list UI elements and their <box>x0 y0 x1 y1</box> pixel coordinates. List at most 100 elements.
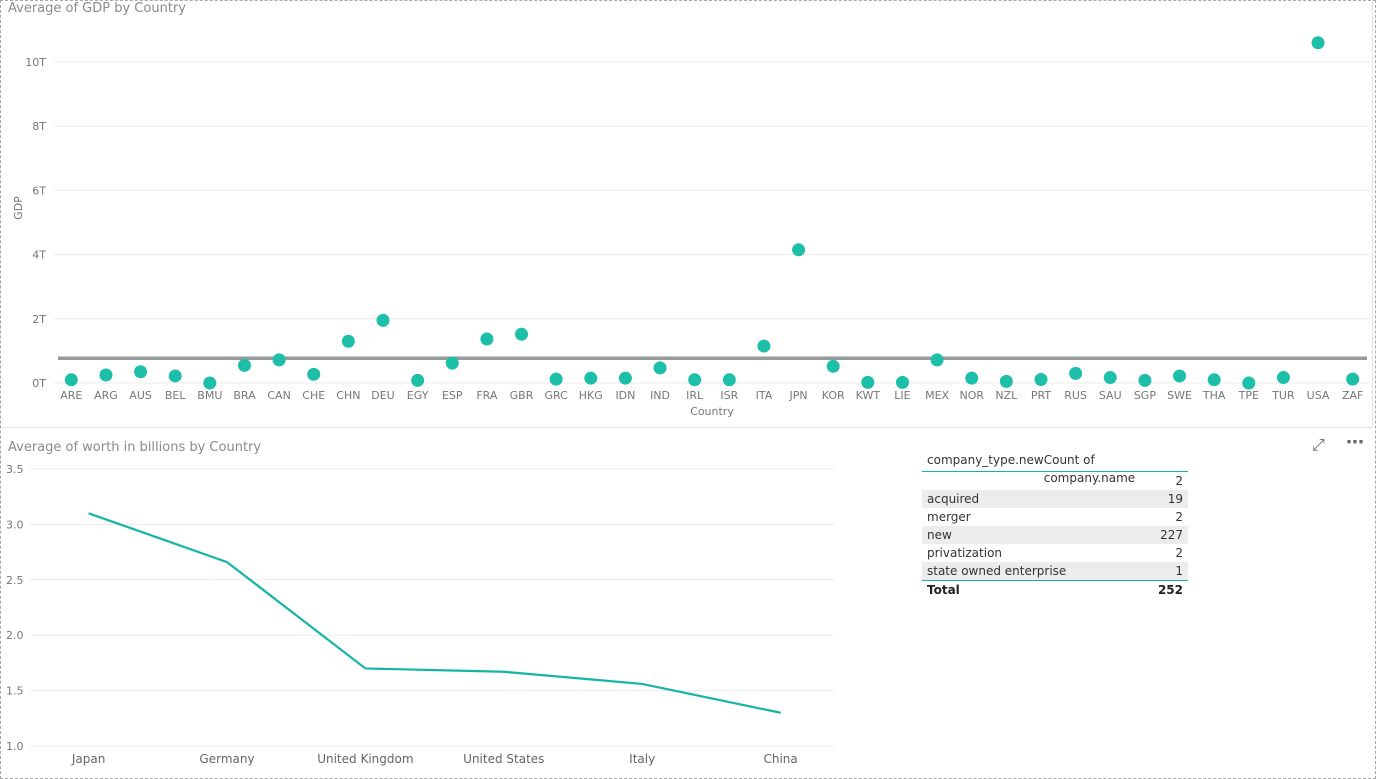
row-label: new <box>927 528 952 542</box>
data-point-mex[interactable] <box>930 353 944 367</box>
x-tick-label: THA <box>1202 389 1226 402</box>
table-row[interactable]: 2 <box>922 472 1188 490</box>
data-point-sgp[interactable] <box>1138 373 1152 387</box>
data-point-zaf[interactable] <box>1346 372 1360 386</box>
data-point-usa[interactable] <box>1311 36 1325 50</box>
data-point-fra[interactable] <box>480 332 494 346</box>
data-point-esp[interactable] <box>445 356 459 370</box>
data-point-jpn[interactable] <box>792 243 806 257</box>
y-tick-label: 2T <box>32 313 46 326</box>
data-point-tha[interactable] <box>1207 373 1221 387</box>
table-row[interactable]: acquired 19 <box>922 490 1188 508</box>
data-point-are[interactable] <box>64 373 78 387</box>
x-tick-label: United States <box>463 752 544 766</box>
data-point-nzl[interactable] <box>999 374 1013 388</box>
row-label: privatization <box>927 546 1003 560</box>
y-tick-label: 2.0 <box>6 629 24 642</box>
data-point-grc[interactable] <box>549 372 563 386</box>
data-point-isr[interactable] <box>722 373 736 387</box>
x-tick-label: AUS <box>129 389 152 402</box>
row-label: merger <box>927 510 971 524</box>
data-point-tpe[interactable] <box>1242 376 1256 390</box>
data-point-bra[interactable] <box>237 358 251 372</box>
x-tick-label: China <box>763 752 797 766</box>
data-point-swe[interactable] <box>1173 369 1187 383</box>
data-point-kor[interactable] <box>826 359 840 373</box>
column-header-count[interactable]: Count of company.name <box>1043 453 1136 485</box>
data-point-arg[interactable] <box>99 368 113 382</box>
y-tick-label: 2.5 <box>6 574 24 587</box>
data-point-rus[interactable] <box>1069 366 1083 380</box>
company-type-table[interactable]: company_type.new Count of company.name 2… <box>922 451 1188 600</box>
data-point-sau[interactable] <box>1103 371 1117 385</box>
table-total-row: Total 252 <box>922 580 1188 600</box>
x-tick-label: GRC <box>545 389 569 402</box>
data-point-hkg[interactable] <box>584 371 598 385</box>
row-label: state owned enterprise <box>927 564 1067 578</box>
data-point-tur[interactable] <box>1276 371 1290 385</box>
x-tick-label: IDN <box>615 389 635 402</box>
focus-mode-icon[interactable]: ⤢ <box>1312 435 1325 454</box>
x-tick-label: GBR <box>510 389 534 402</box>
x-tick-label: HKG <box>579 389 603 402</box>
data-point-che[interactable] <box>307 367 321 381</box>
x-tick-label: MEX <box>925 389 949 402</box>
table-row[interactable]: new 227 <box>922 526 1188 544</box>
data-point-prt[interactable] <box>1034 372 1048 386</box>
table-row[interactable]: state owned enterprise 1 <box>922 562 1188 580</box>
row-value: 19 <box>1167 492 1183 506</box>
table-row[interactable]: privatization 2 <box>922 544 1188 562</box>
x-tick-label: PRT <box>1031 389 1051 402</box>
data-point-chn[interactable] <box>341 334 355 348</box>
x-axis-title: Country <box>690 405 734 418</box>
x-tick-label: BMU <box>197 389 222 402</box>
worth-series-line[interactable] <box>88 512 781 714</box>
data-point-kwt[interactable] <box>861 375 875 389</box>
x-tick-label: SWE <box>1167 389 1192 402</box>
gdp-chart-title: Average of GDP by Country <box>8 1 186 16</box>
x-tick-label: EGY <box>407 389 429 402</box>
data-point-bel[interactable] <box>168 369 182 383</box>
x-tick-label: KOR <box>822 389 845 402</box>
y-axis-title: GDP <box>12 196 25 220</box>
y-tick-label: 3.0 <box>6 518 24 531</box>
x-tick-label: Germany <box>199 752 254 766</box>
x-tick-label: BEL <box>165 389 186 402</box>
table-body: 2 acquired 19 merger 2 new 227 privatization 2 st… <box>922 472 1188 580</box>
data-point-bmu[interactable] <box>203 376 217 390</box>
worth-line-chart[interactable]: 1.0 1.5 2.0 2.5 3.0 3.5 Japan Germany United Kin… <box>0 0 840 779</box>
y-tick-label: 6T <box>32 184 46 197</box>
table-row[interactable]: merger 2 <box>922 508 1188 526</box>
data-point-irl[interactable] <box>688 373 702 387</box>
data-point-ind[interactable] <box>653 361 667 375</box>
x-tick-label: ARG <box>94 389 118 402</box>
gdp-scatter-chart[interactable]: 0T 2T 4T 6T 8T 10T ARE ARG AUS BEL BMU BRA CAN CHE CHN… <box>0 0 1376 430</box>
data-point-egy[interactable] <box>411 373 425 387</box>
x-tick-label: JPN <box>789 389 808 402</box>
data-point-idn[interactable] <box>618 371 632 385</box>
row-value: 2 <box>1175 510 1183 524</box>
y-tick-label: 10T <box>25 56 46 69</box>
x-tick-label: KWT <box>856 389 881 402</box>
data-point-lie[interactable] <box>895 375 909 389</box>
row-value: 227 <box>1160 528 1183 542</box>
x-tick-label: BRA <box>233 389 256 402</box>
x-tick-label: USA <box>1307 389 1330 402</box>
data-point-gbr[interactable] <box>515 327 529 341</box>
x-tick-label: CHN <box>336 389 360 402</box>
row-value: 2 <box>1175 474 1183 488</box>
row-label: acquired <box>927 492 980 506</box>
row-value: 1 <box>1175 564 1183 578</box>
data-point-ita[interactable] <box>757 339 771 353</box>
data-point-aus[interactable] <box>134 365 148 379</box>
data-point-nor[interactable] <box>965 371 979 385</box>
worth-chart-title: Average of worth in billions by Country <box>8 440 262 455</box>
x-tick-label: ESP <box>442 389 463 402</box>
gdp-visual[interactable] <box>2 0 1373 428</box>
data-point-can[interactable] <box>272 353 286 367</box>
column-header-company-type[interactable]: company_type.new <box>927 453 1044 467</box>
y-tick-label: 0T <box>32 377 46 390</box>
more-options-icon[interactable]: ⋯ <box>1346 432 1364 453</box>
y-tick-label: 1.0 <box>6 740 24 753</box>
data-point-deu[interactable] <box>376 313 390 327</box>
